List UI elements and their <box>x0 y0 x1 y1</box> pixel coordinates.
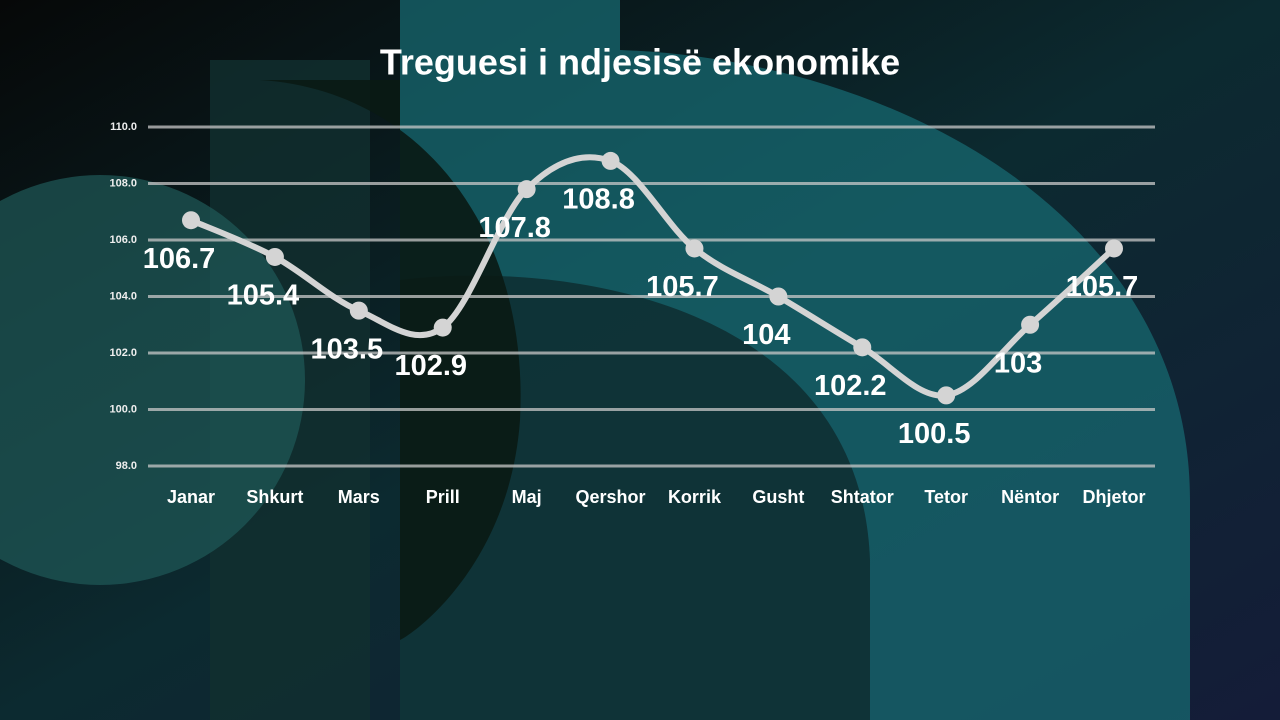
y-tick-label: 102.0 <box>109 347 137 359</box>
marker <box>517 180 536 199</box>
value-label: 102.9 <box>394 350 467 382</box>
x-tick-label: Nëntor <box>1001 487 1059 507</box>
marker <box>349 301 368 320</box>
x-tick-label: Korrik <box>668 487 722 507</box>
x-tick-label: Mars <box>338 487 380 507</box>
y-tick-label: 98.0 <box>116 460 137 472</box>
value-label: 108.8 <box>562 184 635 216</box>
value-label: 103.5 <box>311 333 384 365</box>
y-tick-label: 108.0 <box>109 177 137 189</box>
x-tick-label: Shtator <box>831 487 894 507</box>
marker <box>433 318 452 337</box>
marker <box>937 386 956 405</box>
x-tick-label: Qershor <box>576 487 646 507</box>
marker <box>769 287 788 306</box>
y-tick-label: 104.0 <box>109 290 137 302</box>
x-tick-label: Dhjetor <box>1083 487 1146 507</box>
value-label: 105.4 <box>227 280 300 312</box>
x-tick-label: Prill <box>426 487 460 507</box>
value-label: 107.8 <box>478 212 551 244</box>
x-tick-label: Tetor <box>924 487 968 507</box>
marker <box>601 151 620 170</box>
marker <box>685 239 704 258</box>
value-label: 105.7 <box>646 271 719 303</box>
value-label: 100.5 <box>898 418 971 450</box>
chart-title: Treguesi i ndjesisë ekonomike <box>380 42 900 83</box>
marker <box>1021 315 1040 334</box>
value-label: 103 <box>994 347 1042 379</box>
y-tick-label: 100.0 <box>109 403 137 415</box>
y-tick-label: 106.0 <box>109 234 137 246</box>
x-tick-label: Gusht <box>752 487 804 507</box>
x-tick-label: Maj <box>512 487 542 507</box>
value-label: 105.7 <box>1066 271 1139 303</box>
x-tick-label: Shkurt <box>246 487 303 507</box>
x-tick-label: Janar <box>167 487 215 507</box>
marker <box>853 338 872 357</box>
marker <box>265 247 284 266</box>
marker <box>1105 239 1123 258</box>
value-label: 102.2 <box>814 370 887 402</box>
y-tick-label: 110.0 <box>110 121 137 133</box>
value-label: 106.7 <box>143 243 216 275</box>
marker <box>182 211 200 230</box>
value-label: 104 <box>742 319 790 351</box>
